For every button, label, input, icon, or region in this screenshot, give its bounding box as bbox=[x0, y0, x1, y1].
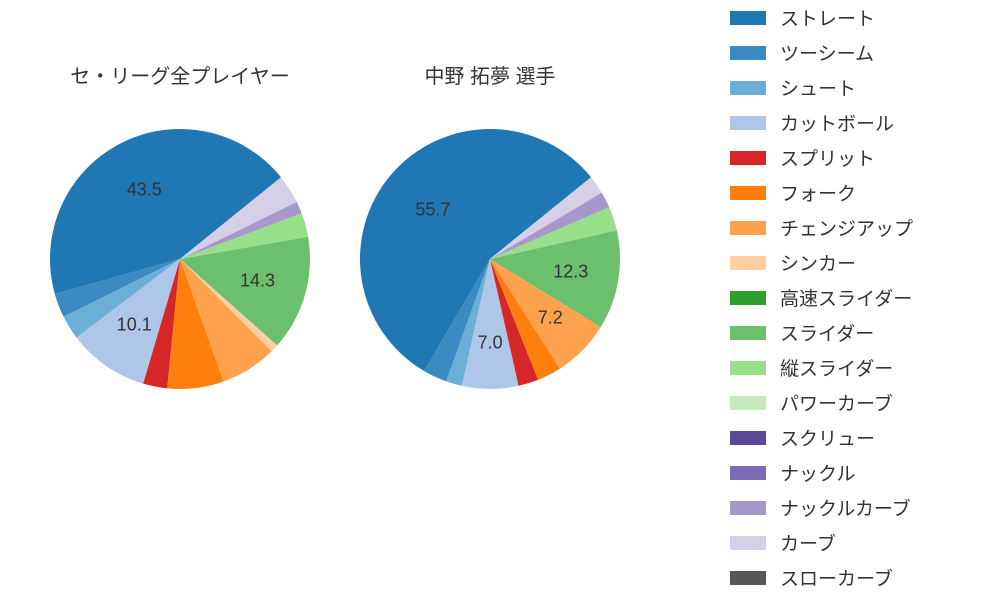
legend-label: パワーカーブ bbox=[780, 389, 893, 416]
legend-swatch bbox=[730, 151, 766, 165]
slice-label: 43.5 bbox=[127, 179, 162, 200]
legend-swatch bbox=[730, 46, 766, 60]
slice-label: 55.7 bbox=[415, 199, 450, 220]
legend-swatch bbox=[730, 186, 766, 200]
legend-label: スローカーブ bbox=[780, 564, 893, 591]
chart-title: セ・リーグ全プレイヤー bbox=[70, 60, 289, 89]
legend-swatch bbox=[730, 291, 766, 305]
legend-label: カーブ bbox=[780, 529, 836, 556]
legend-swatch bbox=[730, 256, 766, 270]
pie-chart: 55.7 7.0 7.2 12.3 bbox=[350, 119, 630, 399]
legend-label: 縦スライダー bbox=[780, 354, 893, 381]
legend-label: チェンジアップ bbox=[780, 214, 913, 241]
legend-label: ストレート bbox=[780, 4, 875, 31]
pie-chart: 43.5 10.1 14.3 bbox=[40, 119, 320, 399]
legend-swatch bbox=[730, 431, 766, 445]
charts-area: セ・リーグ全プレイヤー 43.5 10.1 14.3 中野 拓夢 選手 55.7 7.0 7.… bbox=[0, 0, 730, 600]
legend-swatch bbox=[730, 81, 766, 95]
legend-item: スローカーブ bbox=[730, 560, 990, 595]
slice-label: 14.3 bbox=[240, 271, 275, 292]
legend-swatch bbox=[730, 326, 766, 340]
legend-item: 縦スライダー bbox=[730, 350, 990, 385]
legend-item: 高速スライダー bbox=[730, 280, 990, 315]
legend-item: カーブ bbox=[730, 525, 990, 560]
legend-label: スライダー bbox=[780, 319, 874, 346]
chart-title: 中野 拓夢 選手 bbox=[424, 60, 555, 89]
legend-item: パワーカーブ bbox=[730, 385, 990, 420]
legend-label: ナックルカーブ bbox=[780, 494, 911, 521]
legend-item: ナックル bbox=[730, 455, 990, 490]
legend-item: ツーシーム bbox=[730, 35, 990, 70]
legend-label: シンカー bbox=[780, 249, 856, 276]
legend-label: スクリュー bbox=[780, 424, 875, 451]
chart-block: セ・リーグ全プレイヤー 43.5 10.1 14.3 bbox=[40, 60, 320, 600]
legend-item: スクリュー bbox=[730, 420, 990, 455]
legend-swatch bbox=[730, 466, 766, 480]
slice-label: 7.0 bbox=[478, 333, 503, 354]
container: セ・リーグ全プレイヤー 43.5 10.1 14.3 中野 拓夢 選手 55.7 7.0 7.… bbox=[0, 0, 1000, 600]
legend-item: フォーク bbox=[730, 175, 990, 210]
legend-swatch bbox=[730, 536, 766, 550]
chart-block: 中野 拓夢 選手 55.7 7.0 7.2 12.3 bbox=[350, 60, 630, 600]
slice-label: 10.1 bbox=[117, 315, 152, 336]
legend-label: カットボール bbox=[780, 109, 894, 136]
slice-label: 12.3 bbox=[553, 262, 588, 283]
legend-swatch bbox=[730, 571, 766, 585]
legend-swatch bbox=[730, 116, 766, 130]
legend-swatch bbox=[730, 11, 766, 25]
legend-label: ツーシーム bbox=[780, 39, 874, 66]
legend-swatch bbox=[730, 501, 766, 515]
legend-item: ナックルカーブ bbox=[730, 490, 990, 525]
legend-label: 高速スライダー bbox=[780, 284, 912, 311]
legend-label: フォーク bbox=[780, 179, 856, 206]
legend-label: シュート bbox=[780, 74, 856, 101]
legend-swatch bbox=[730, 361, 766, 375]
legend-item: シュート bbox=[730, 70, 990, 105]
legend-item: スプリット bbox=[730, 140, 990, 175]
legend-swatch bbox=[730, 396, 766, 410]
legend-item: ストレート bbox=[730, 0, 990, 35]
legend-label: スプリット bbox=[780, 144, 875, 171]
legend-swatch bbox=[730, 221, 766, 235]
legend: ストレートツーシームシュートカットボールスプリットフォークチェンジアップシンカー… bbox=[730, 0, 1000, 600]
legend-item: カットボール bbox=[730, 105, 990, 140]
legend-item: チェンジアップ bbox=[730, 210, 990, 245]
legend-item: スライダー bbox=[730, 315, 990, 350]
legend-label: ナックル bbox=[780, 459, 855, 486]
slice-label: 7.2 bbox=[538, 308, 563, 329]
legend-item: シンカー bbox=[730, 245, 990, 280]
